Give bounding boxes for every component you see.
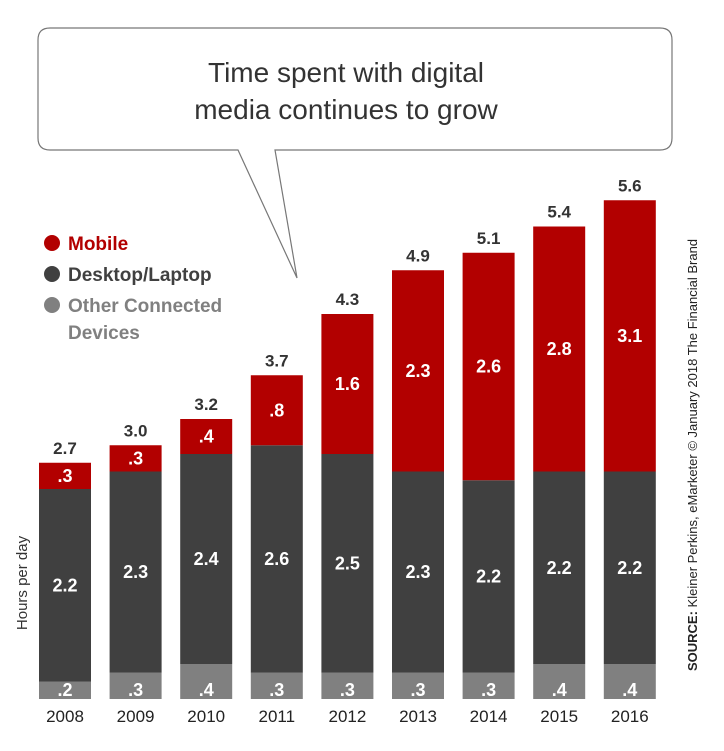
title-speech-bubble (37, 27, 673, 279)
data-label-desktop-laptop-2009: 2.3 (123, 562, 148, 582)
bar-desktop-laptop-2009 (109, 471, 162, 673)
x-tick-label-2009: 2009 (117, 707, 155, 726)
legend-label-other-line-2: Devices (68, 323, 140, 344)
total-label-2010: 3.2 (194, 395, 218, 414)
data-label-desktop-laptop-2012: 2.5 (335, 553, 360, 573)
bar-mobile-2009 (109, 445, 162, 472)
bar-other-connected-devices-2011 (250, 672, 303, 699)
data-label-other-connected-devices-2008: .2 (57, 680, 72, 700)
source-note-text: Kleiner Perkins, eMarketer © January 201… (685, 239, 700, 607)
bar-other-connected-devices-2016 (603, 664, 656, 699)
total-label-2016: 5.6 (618, 176, 642, 195)
data-label-other-connected-devices-2010: .4 (199, 680, 214, 700)
legend-marker-other (44, 297, 60, 313)
bar-mobile-2011 (250, 375, 303, 446)
data-label-desktop-laptop-2011: 2.6 (264, 549, 289, 569)
data-label-other-connected-devices-2015: .4 (552, 680, 567, 700)
bar-other-connected-devices-2009 (109, 672, 162, 699)
bar-other-connected-devices-2008 (39, 681, 91, 699)
chart-title-line-1: Time spent with digital (208, 57, 484, 88)
bar-desktop-laptop-2015 (533, 471, 586, 664)
bar-other-connected-devices-2010 (180, 664, 233, 699)
data-label-mobile-2015: 2.8 (547, 339, 572, 359)
legend-label-mobile: Mobile (68, 234, 128, 255)
data-label-mobile-2016: 3.1 (617, 326, 642, 346)
x-tick-label-2010: 2010 (187, 707, 225, 726)
bars: .2 2.2 .3 2.7 2008 .3 2.3 .3 3.0 2009 .4 2.4 .4 3.2 20… (39, 176, 656, 726)
data-label-desktop-laptop-2016: 2.2 (617, 558, 642, 578)
data-label-mobile-2011: .8 (269, 400, 284, 420)
source-note: SOURCE: Kleiner Perkins, eMarketer © Jan… (685, 239, 700, 671)
x-tick-label-2008: 2008 (46, 707, 84, 726)
data-label-mobile-2008: .3 (57, 466, 72, 486)
chart-title-line-2: media continues to grow (194, 94, 498, 125)
data-label-mobile-2014: 2.6 (476, 357, 501, 377)
x-tick-label-2016: 2016 (611, 707, 649, 726)
bar-other-connected-devices-2015 (533, 664, 586, 699)
bar-desktop-laptop-2011 (250, 445, 303, 673)
bar-other-connected-devices-2014 (462, 672, 515, 699)
data-label-desktop-laptop-2013: 2.3 (405, 562, 430, 582)
total-label-2015: 5.4 (547, 203, 571, 222)
bar-mobile-2012 (321, 314, 374, 454)
data-label-desktop-laptop-2014: 2.2 (476, 567, 501, 587)
x-tick-label-2015: 2015 (540, 707, 578, 726)
y-axis-label: Hours per day (14, 535, 31, 630)
bar-desktop-laptop-2016 (603, 471, 656, 664)
data-label-other-connected-devices-2014: .3 (481, 680, 496, 700)
data-label-mobile-2013: 2.3 (405, 361, 430, 381)
legend-marker-mobile (44, 235, 60, 251)
data-label-other-connected-devices-2013: .3 (410, 680, 425, 700)
data-label-mobile-2012: 1.6 (335, 374, 360, 394)
bar-desktop-laptop-2008 (39, 489, 91, 682)
bar-mobile-2010 (180, 419, 233, 454)
data-label-other-connected-devices-2012: .3 (340, 680, 355, 700)
total-label-2011: 3.7 (265, 351, 289, 370)
bar-other-connected-devices-2013 (392, 672, 444, 699)
bar-mobile-2015 (533, 226, 586, 472)
legend-marker-desktop (44, 266, 60, 282)
data-label-other-connected-devices-2009: .3 (128, 680, 143, 700)
x-tick-label-2011: 2011 (259, 707, 296, 726)
data-label-desktop-laptop-2008: 2.2 (52, 575, 77, 595)
data-label-desktop-laptop-2015: 2.2 (547, 558, 572, 578)
data-label-mobile-2010: .4 (199, 427, 214, 447)
legend-label-other-line-1: Other Connected (68, 296, 222, 317)
total-label-2009: 3.0 (124, 421, 148, 440)
total-label-2012: 4.3 (336, 290, 360, 309)
bar-desktop-laptop-2013 (392, 471, 444, 673)
bar-mobile-2013 (392, 270, 444, 472)
data-label-desktop-laptop-2010: 2.4 (194, 549, 219, 569)
source-note-prefix: SOURCE: (685, 611, 700, 671)
legend-label-desktop: Desktop/Laptop (68, 265, 212, 286)
bar-other-connected-devices-2012 (321, 672, 374, 699)
data-label-other-connected-devices-2016: .4 (622, 680, 637, 700)
bar-mobile-2014 (462, 252, 515, 481)
total-label-2014: 5.1 (477, 229, 501, 248)
legend: Mobile Desktop/Laptop Other Connected De… (44, 234, 222, 344)
total-label-2008: 2.7 (53, 439, 77, 458)
x-tick-label-2012: 2012 (328, 707, 366, 726)
bar-desktop-laptop-2010 (180, 454, 233, 664)
data-label-other-connected-devices-2011: .3 (269, 680, 284, 700)
bar-mobile-2008 (39, 462, 91, 489)
bar-desktop-laptop-2012 (321, 454, 374, 673)
x-tick-label-2013: 2013 (399, 707, 437, 726)
bar-mobile-2016 (603, 200, 656, 472)
data-label-mobile-2009: .3 (128, 448, 143, 468)
bar-desktop-laptop-2014 (462, 480, 515, 673)
total-label-2013: 4.9 (406, 246, 430, 265)
x-tick-label-2014: 2014 (470, 707, 508, 726)
